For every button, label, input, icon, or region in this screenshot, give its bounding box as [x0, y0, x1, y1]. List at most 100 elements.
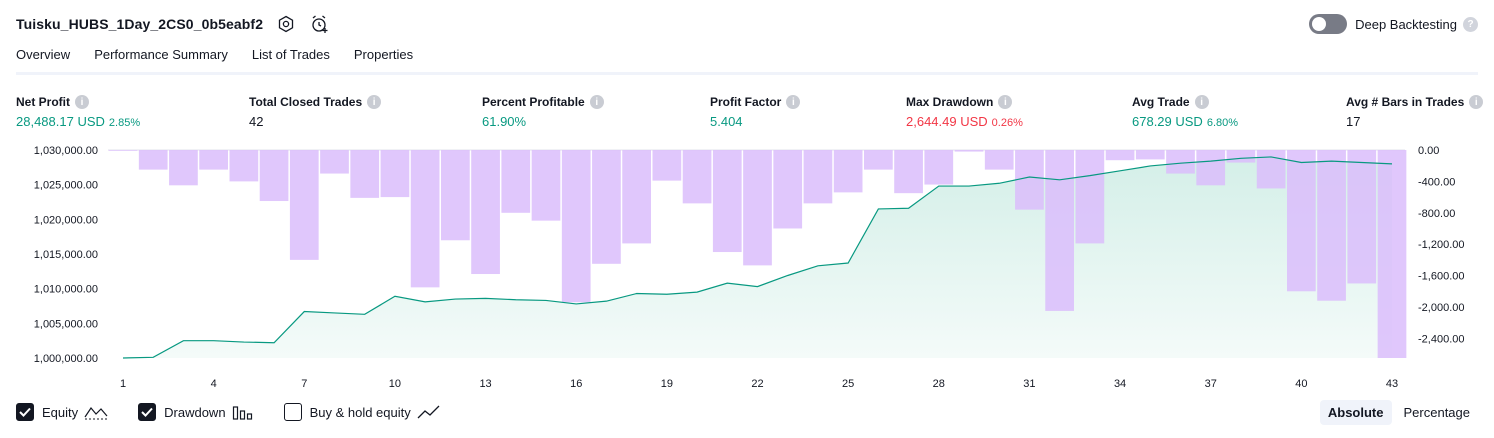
drawdown-bar [501, 150, 531, 213]
equity-line [122, 156, 1393, 359]
info-icon[interactable]: i [1194, 95, 1209, 109]
info-icon[interactable]: i [786, 95, 801, 109]
strategy-title: Tuisku_HUBS_1Day_2CS0_0b5eabf2 [16, 16, 264, 32]
metric-value: 2,644.49 USD [906, 114, 988, 129]
tab-overview[interactable]: Overview [16, 47, 71, 75]
strategy-header: Tuisku_HUBS_1Day_2CS0_0b5eabf2 [16, 12, 331, 36]
metric-percent: 6.80% [1206, 117, 1239, 129]
legend-drawdown-label: Drawdown [164, 404, 226, 420]
drawdown-bar [984, 150, 1014, 170]
legend-equity[interactable]: Equity [16, 403, 108, 421]
drawdown-bar [1105, 150, 1135, 161]
absolute-button[interactable]: Absolute [1319, 400, 1392, 425]
drawdown-bar [199, 150, 228, 170]
tab-performance-summary[interactable]: Performance Summary [94, 47, 228, 62]
metric-label: Total Closed Trades [249, 95, 363, 109]
left-axis-tick-label: 1,005,000.00 [34, 318, 98, 330]
metric-avg-bars-in-trades: Avg # Bars in Trades i 17 [1346, 94, 1484, 129]
display-mode-switch: Absolute Percentage [1316, 400, 1478, 425]
drawdown-bar [441, 150, 470, 241]
x-axis-tick-label: 16 [570, 378, 582, 390]
drawdown-bar [169, 150, 198, 186]
left-axis-tick-label: 1,030,000.00 [34, 145, 98, 157]
drawdown-bar [471, 150, 500, 275]
drawdown-bar [380, 150, 410, 198]
drawdown-bar [1135, 150, 1165, 160]
percentage-button[interactable]: Percentage [1403, 405, 1471, 420]
add-alert-icon[interactable] [309, 13, 331, 35]
legend-buy-hold[interactable]: Buy & hold equity [283, 403, 441, 421]
x-axis-tick-label: 13 [479, 378, 491, 390]
buy-hold-checkbox[interactable] [283, 403, 302, 421]
x-axis-tick-label: 28 [933, 378, 945, 390]
drawdown-bar [894, 150, 923, 194]
x-axis-tick-label: 37 [1205, 378, 1217, 390]
metric-label: Net Profit [16, 95, 70, 109]
equity-drawdown-chart[interactable]: 1,000,000.00 1,005,000.00 1,010,000.00 1,01… [0, 138, 1494, 398]
metric-avg-trade: Avg Trade i 678.29 USD 6.80% [1132, 94, 1238, 129]
left-axis-tick-label: 1,025,000.00 [34, 180, 98, 192]
drawdown-bar [1015, 150, 1044, 210]
metric-net-profit: Net Profit i 28,488.17 USD 2.85% [16, 94, 140, 129]
legend-drawdown[interactable]: Drawdown [138, 403, 253, 421]
x-axis-tick-label: 43 [1386, 378, 1398, 390]
deep-backtesting-toggle[interactable] [1309, 14, 1348, 34]
left-axis-tick-label: 1,020,000.00 [34, 214, 98, 226]
drawdown-bar [531, 150, 561, 221]
metric-label: Avg Trade [1132, 95, 1190, 109]
help-icon[interactable]: ? [1463, 16, 1478, 32]
x-axis-tick-label: 10 [389, 378, 401, 390]
drawdown-bar [682, 150, 712, 204]
equity-checkbox[interactable] [16, 403, 34, 421]
drawdown-bar [1075, 150, 1105, 244]
settings-icon[interactable] [275, 13, 297, 35]
x-axis-tick-label: 22 [751, 378, 763, 390]
right-axis-tick-label: -1,200.00 [1418, 239, 1464, 251]
metric-value: 17 [1346, 114, 1361, 129]
drawdown-bar [833, 150, 863, 193]
equity-area [123, 156, 1392, 358]
drawdown-bar [561, 150, 591, 303]
tab-properties[interactable]: Properties [353, 47, 414, 62]
info-icon[interactable]: i [998, 95, 1013, 109]
drawdown-bar [743, 150, 772, 266]
metric-percent: 0.26% [991, 117, 1023, 129]
drawdown-bar [1226, 150, 1256, 163]
drawdown-bar [1045, 150, 1074, 311]
drawdown-bar [410, 150, 440, 288]
drawdown-bar [229, 150, 259, 182]
drawdown-bar [592, 150, 621, 264]
equity-line-icon [84, 404, 108, 420]
metric-value: 5.404 [710, 114, 743, 129]
drawdown-bar [259, 150, 289, 202]
x-axis-tick-label: 34 [1114, 378, 1126, 390]
drawdown-bar [924, 150, 954, 185]
drawdown-bar [1256, 150, 1286, 189]
drawdown-bar [803, 150, 833, 204]
toggle-knob [1312, 17, 1327, 31]
metric-label: Profit Factor [710, 95, 782, 109]
metric-value: 61.90% [482, 114, 527, 129]
buy-hold-line-icon [417, 404, 441, 420]
drawdown-checkbox[interactable] [138, 403, 157, 421]
drawdown-bar [652, 150, 682, 181]
right-axis-tick-label: 0.00 [1418, 145, 1439, 157]
drawdown-bar [350, 150, 380, 198]
info-icon[interactable]: i [1469, 95, 1484, 109]
tab-list-of-trades[interactable]: List of Trades [251, 47, 330, 62]
legend-buy-hold-label: Buy & hold equity [309, 404, 411, 420]
metric-value: 42 [249, 114, 264, 129]
drawdown-bar [1347, 150, 1377, 284]
left-axis-tick-label: 1,010,000.00 [34, 284, 98, 296]
drawdown-bar [954, 150, 984, 152]
right-axis-tick-label: -1,600.00 [1418, 271, 1464, 283]
right-axis-tick-label: -2,400.00 [1418, 333, 1464, 345]
chart-legend: Equity Drawdown Buy & hold equity [16, 403, 471, 421]
x-axis-tick-label: 19 [661, 378, 673, 390]
info-icon[interactable]: i [367, 95, 382, 109]
info-icon[interactable]: i [589, 95, 604, 109]
x-axis-tick-label: 40 [1295, 378, 1307, 390]
left-axis-tick-label: 1,015,000.00 [34, 249, 98, 261]
info-icon[interactable]: i [75, 95, 89, 109]
metric-value: 678.29 USD [1132, 114, 1203, 129]
